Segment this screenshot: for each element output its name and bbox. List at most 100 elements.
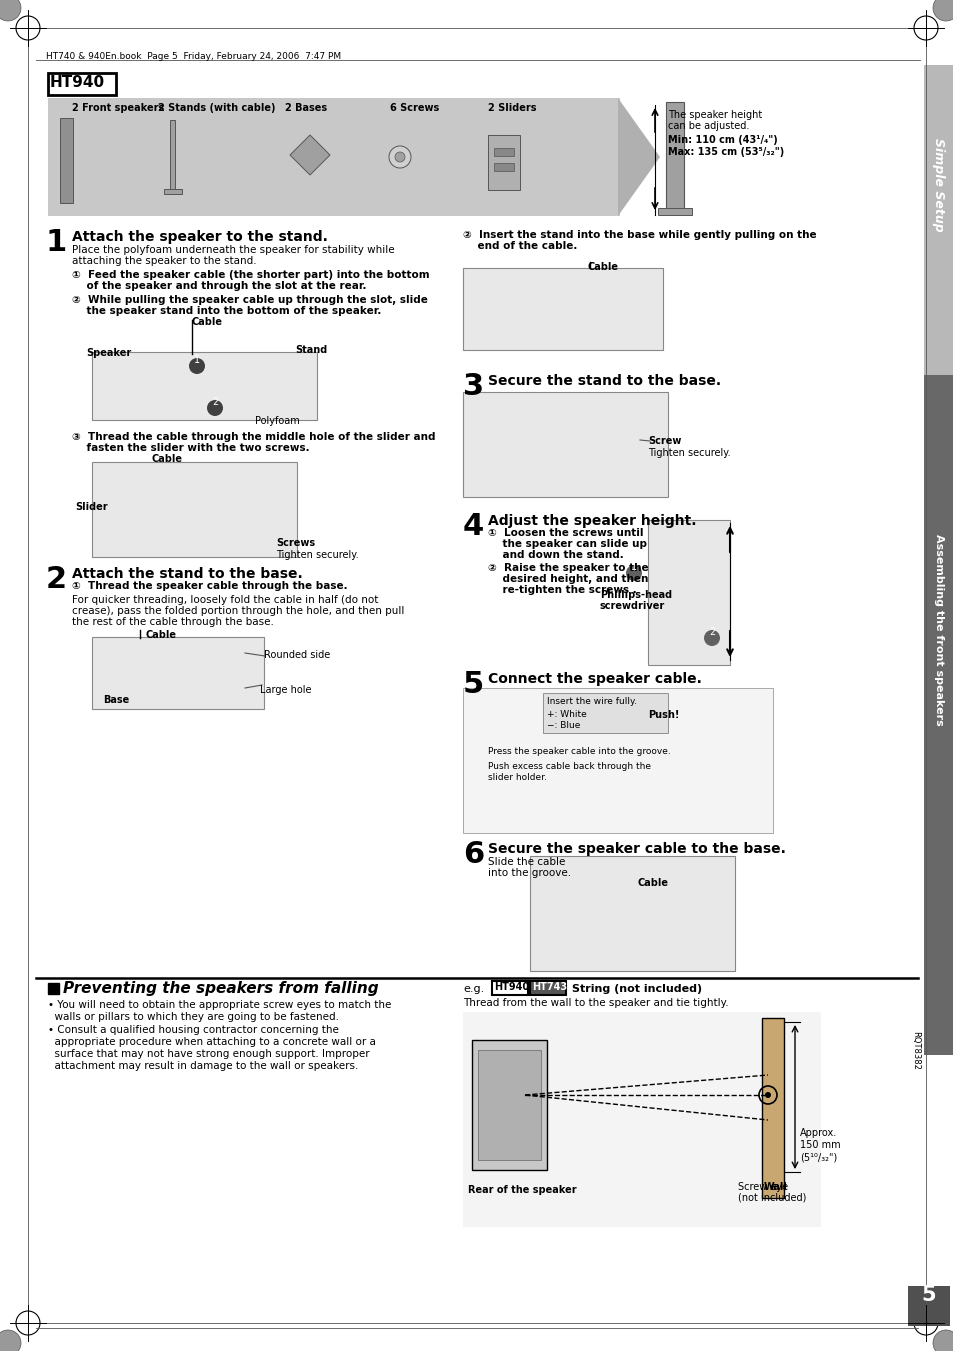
Bar	[530, 981, 565, 994]
Bar	[494, 149, 514, 155]
Text: 1: 1	[630, 562, 637, 571]
Circle shape	[703, 630, 720, 646]
Bar	[477, 1050, 540, 1161]
Text: 2: 2	[212, 397, 218, 407]
Text: ①  Feed the speaker cable (the shorter part) into the bottom: ① Feed the speaker cable (the shorter pa…	[71, 270, 429, 280]
Text: Slider: Slider	[75, 503, 108, 512]
Text: appropriate procedure when attaching to a concrete wall or a: appropriate procedure when attaching to …	[48, 1038, 375, 1047]
Text: 6: 6	[462, 840, 484, 869]
Text: end of the cable.: end of the cable.	[462, 240, 577, 251]
Text: The speaker height: The speaker height	[667, 109, 761, 120]
Bar	[91, 353, 316, 420]
Text: Approx.: Approx.	[800, 1128, 837, 1138]
Text: Large hole: Large hole	[260, 685, 312, 694]
Text: Min: 110 cm (43¹/₄"): Min: 110 cm (43¹/₄")	[667, 135, 777, 145]
Text: the rest of the cable through the base.: the rest of the cable through the base.	[71, 617, 274, 627]
Text: Adjust the speaker height.: Adjust the speaker height.	[488, 513, 696, 528]
Text: Cable: Cable	[146, 630, 177, 640]
Bar	[462, 267, 662, 350]
Text: ①  Loosen the screws until: ① Loosen the screws until	[488, 528, 643, 538]
Text: Simple Setup: Simple Setup	[931, 138, 944, 232]
Text: For quicker threading, loosely fold the cable in half (do not: For quicker threading, loosely fold the …	[71, 594, 378, 605]
Bar	[48, 984, 59, 994]
Text: Base: Base	[103, 694, 129, 705]
Circle shape	[625, 565, 641, 581]
Text: 5: 5	[462, 670, 484, 698]
Text: Speaker: Speaker	[86, 349, 132, 358]
Bar	[462, 1012, 821, 1227]
Circle shape	[932, 0, 953, 22]
Bar	[472, 1040, 546, 1170]
Text: Rounded side: Rounded side	[264, 650, 330, 661]
Text: ①  Thread the speaker cable through the base.: ① Thread the speaker cable through the b…	[71, 581, 347, 590]
Text: HT940: HT940	[494, 982, 529, 992]
Text: 2 Front speakers: 2 Front speakers	[71, 103, 164, 113]
Text: Wall: Wall	[763, 1182, 787, 1192]
Text: Tighten securely.: Tighten securely.	[275, 550, 358, 561]
Text: Secure the stand to the base.: Secure the stand to the base.	[488, 374, 720, 388]
Text: surface that may not have strong enough support. Improper: surface that may not have strong enough …	[48, 1048, 369, 1059]
Polygon shape	[618, 99, 659, 216]
Text: fasten the slider with the two screws.: fasten the slider with the two screws.	[71, 443, 310, 453]
Text: Cable: Cable	[152, 454, 183, 463]
Text: Cable: Cable	[587, 262, 618, 272]
Text: Max: 135 cm (53⁵/₃₂"): Max: 135 cm (53⁵/₃₂")	[667, 147, 783, 157]
Text: ③  Thread the cable through the middle hole of the slider and: ③ Thread the cable through the middle ho…	[71, 432, 435, 442]
Text: • Consult a qualified housing contractor concerning the: • Consult a qualified housing contractor…	[48, 1025, 338, 1035]
Text: HT940: HT940	[50, 76, 105, 91]
Circle shape	[189, 358, 205, 374]
Text: 1: 1	[46, 228, 67, 257]
Text: 3: 3	[462, 372, 483, 401]
Text: Tighten securely.: Tighten securely.	[647, 449, 730, 458]
Text: 2 Bases: 2 Bases	[285, 103, 327, 113]
Text: (not included): (not included)	[738, 1193, 805, 1202]
Text: 2: 2	[708, 627, 715, 638]
Text: of the speaker and through the slot at the rear.: of the speaker and through the slot at t…	[71, 281, 366, 290]
Bar	[48, 73, 116, 95]
Text: slider holder.: slider holder.	[488, 773, 546, 782]
Text: Secure the speaker cable to the base.: Secure the speaker cable to the base.	[488, 842, 785, 857]
Bar	[542, 693, 667, 734]
Bar	[907, 1286, 949, 1325]
Text: 150 mm: 150 mm	[800, 1140, 840, 1150]
Text: Phillips-head: Phillips-head	[599, 590, 672, 600]
Bar	[658, 208, 691, 215]
Text: e.g.: e.g.	[462, 984, 484, 994]
Text: Stand: Stand	[294, 345, 327, 355]
Text: RQT8382: RQT8382	[910, 1031, 920, 1070]
Text: Connect the speaker cable.: Connect the speaker cable.	[488, 671, 701, 686]
Circle shape	[764, 1092, 770, 1098]
Text: Screws: Screws	[275, 538, 314, 549]
Text: into the groove.: into the groove.	[488, 867, 571, 878]
Text: walls or pillars to which they are going to be fastened.: walls or pillars to which they are going…	[48, 1012, 338, 1021]
Bar	[462, 688, 772, 834]
Bar	[530, 857, 734, 971]
Bar	[923, 376, 953, 1055]
Text: can be adjusted.: can be adjusted.	[667, 122, 749, 131]
Text: (5¹⁰/₃₂"): (5¹⁰/₃₂")	[800, 1152, 837, 1162]
Text: Attach the stand to the base.: Attach the stand to the base.	[71, 567, 302, 581]
Circle shape	[0, 1329, 21, 1351]
Text: Screw: Screw	[647, 436, 680, 446]
Bar	[60, 118, 73, 203]
Text: the speaker can slide up: the speaker can slide up	[488, 539, 646, 549]
Circle shape	[0, 0, 21, 22]
Text: Attach the speaker to the stand.: Attach the speaker to the stand.	[71, 230, 328, 245]
Bar	[91, 462, 296, 557]
Text: 5: 5	[921, 1285, 935, 1305]
Text: Rear of the speaker: Rear of the speaker	[468, 1185, 576, 1196]
Text: crease), pass the folded portion through the hole, and then pull: crease), pass the folded portion through…	[71, 607, 404, 616]
Text: the speaker stand into the bottom of the speaker.: the speaker stand into the bottom of the…	[71, 305, 381, 316]
Bar	[48, 99, 619, 216]
Text: 1: 1	[193, 355, 200, 365]
Bar	[665, 101, 683, 212]
Text: ②  While pulling the speaker cable up through the slot, slide: ② While pulling the speaker cable up thr…	[71, 295, 428, 305]
Text: 2 Stands (with cable): 2 Stands (with cable)	[158, 103, 275, 113]
Text: Assembling the front speakers: Assembling the front speakers	[933, 534, 943, 725]
Text: Polyfoam: Polyfoam	[254, 416, 299, 426]
Text: Push!: Push!	[647, 711, 679, 720]
Text: • You will need to obtain the appropriate screw eyes to match the: • You will need to obtain the appropriat…	[48, 1000, 391, 1011]
Bar	[170, 120, 174, 192]
Text: desired height, and then: desired height, and then	[488, 574, 648, 584]
Text: attaching the speaker to the stand.: attaching the speaker to the stand.	[71, 255, 256, 266]
